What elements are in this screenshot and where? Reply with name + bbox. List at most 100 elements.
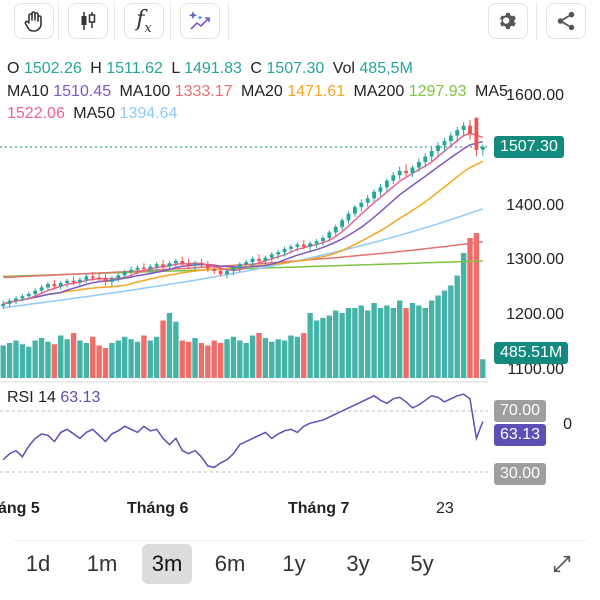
volume-bar bbox=[358, 305, 364, 378]
ai-analysis-button[interactable] bbox=[180, 3, 220, 39]
candle-body bbox=[33, 290, 38, 294]
volume-bar bbox=[448, 285, 454, 378]
volume-bar bbox=[205, 345, 211, 378]
volume-bar bbox=[83, 343, 90, 378]
range-1d-button[interactable]: 1d bbox=[25, 551, 51, 576]
candle-body bbox=[321, 237, 325, 242]
volume-bar bbox=[122, 336, 128, 378]
function-icon: fx bbox=[136, 6, 152, 36]
volume-bar bbox=[77, 340, 83, 378]
share-icon bbox=[557, 11, 575, 31]
candle-body bbox=[173, 261, 178, 264]
rsi-legend: RSI 14 63.13 bbox=[7, 389, 101, 406]
volume-bar bbox=[409, 303, 416, 378]
volume-bar bbox=[166, 313, 173, 378]
indicators-button[interactable]: fx bbox=[124, 3, 164, 39]
candle-body bbox=[404, 170, 408, 173]
time-range-selector: 1d 1m 3m 6m 1y 3y 5y bbox=[14, 540, 586, 589]
candle-body bbox=[480, 146, 485, 150]
volume-bar bbox=[153, 336, 160, 378]
candle-body bbox=[46, 284, 50, 288]
range-6m-button[interactable]: 6m bbox=[214, 551, 246, 576]
candle-body bbox=[244, 262, 249, 265]
volume-value: 485,5M bbox=[359, 60, 413, 77]
candle-body bbox=[257, 258, 261, 261]
volume-bar bbox=[237, 340, 243, 378]
volume-bar bbox=[307, 313, 313, 378]
range-5y-button[interactable]: 5y bbox=[410, 551, 434, 576]
volume-bar bbox=[211, 340, 217, 378]
volume-bar bbox=[147, 340, 153, 378]
candle-body bbox=[231, 267, 236, 271]
volume-bar bbox=[416, 305, 422, 378]
candle-body bbox=[218, 270, 223, 275]
candle-body bbox=[186, 263, 191, 266]
candle-body bbox=[180, 261, 185, 264]
x-tick-month-6: Tháng 6 bbox=[127, 500, 189, 517]
volume-bar bbox=[6, 343, 13, 378]
price-tick-1400: 1400.00 bbox=[506, 197, 564, 214]
settings-button[interactable] bbox=[488, 3, 528, 39]
ma-legend-line-1: MA10 1510.45 MA100 1333.17 MA20 1471.61 … bbox=[7, 83, 508, 100]
ma5-line bbox=[3, 132, 484, 305]
close-value: 1507.30 bbox=[266, 60, 325, 77]
volume-bar bbox=[26, 346, 32, 378]
volume-bar bbox=[467, 238, 473, 378]
candle-body bbox=[58, 283, 63, 287]
range-3m-button[interactable]: 3m bbox=[142, 544, 192, 584]
volume-bar bbox=[70, 333, 77, 378]
volume-bar bbox=[134, 341, 141, 378]
volume-bar bbox=[384, 305, 390, 378]
candle-body bbox=[333, 226, 338, 233]
range-1m-button[interactable]: 1m bbox=[86, 551, 118, 576]
x-tick-day-23: 23 bbox=[436, 500, 454, 517]
price-chart[interactable] bbox=[0, 0, 600, 540]
candle-body bbox=[474, 118, 479, 150]
candle-body bbox=[391, 175, 396, 181]
candle-body bbox=[1, 303, 6, 307]
price-tick-1300: 1300.00 bbox=[506, 251, 564, 268]
candle-body bbox=[455, 130, 460, 136]
range-3y-button[interactable]: 3y bbox=[346, 551, 370, 576]
candle-body bbox=[116, 275, 121, 279]
candle-body bbox=[78, 279, 82, 282]
range-1y-button[interactable]: 1y bbox=[282, 551, 306, 576]
volume-bar bbox=[217, 343, 224, 378]
volume-bar bbox=[32, 340, 38, 378]
share-button[interactable] bbox=[546, 3, 586, 39]
fullscreen-button[interactable] bbox=[542, 544, 582, 584]
volume-bar bbox=[249, 335, 256, 378]
volume-bar bbox=[288, 335, 294, 378]
volume-bar bbox=[294, 336, 301, 378]
volume-bar bbox=[339, 313, 345, 378]
volume-bar bbox=[422, 308, 428, 378]
volume-badge: 485.51M bbox=[494, 342, 569, 364]
volume-bar bbox=[345, 308, 352, 378]
volume-bar bbox=[428, 300, 435, 378]
volume-bar bbox=[96, 345, 102, 378]
volume-bar bbox=[224, 339, 230, 378]
hand-tool-button[interactable] bbox=[14, 3, 54, 39]
candle-body bbox=[154, 264, 159, 267]
candle-type-button[interactable] bbox=[68, 3, 108, 39]
candle-body bbox=[90, 276, 95, 278]
last-price-badge: 1507.30 bbox=[494, 136, 564, 158]
candle-body bbox=[148, 266, 153, 269]
candle-body bbox=[282, 248, 287, 253]
candle-body bbox=[225, 270, 229, 275]
volume-bar bbox=[377, 308, 384, 378]
candle-body bbox=[65, 280, 70, 283]
candle-body bbox=[14, 298, 18, 301]
volume-bar bbox=[460, 253, 467, 378]
volume-bar bbox=[0, 345, 6, 378]
rsi-current-badge: 63.13 bbox=[494, 424, 547, 446]
volume-bar bbox=[19, 344, 26, 378]
candle-body bbox=[442, 141, 447, 146]
volume-bar bbox=[141, 335, 147, 378]
candle-body bbox=[212, 268, 217, 271]
volume-bar bbox=[109, 343, 115, 378]
volume-bar bbox=[173, 321, 179, 378]
volume-bar bbox=[480, 359, 486, 378]
volume-bar bbox=[256, 333, 262, 378]
price-tick-1100: 1100.00 bbox=[507, 361, 564, 378]
